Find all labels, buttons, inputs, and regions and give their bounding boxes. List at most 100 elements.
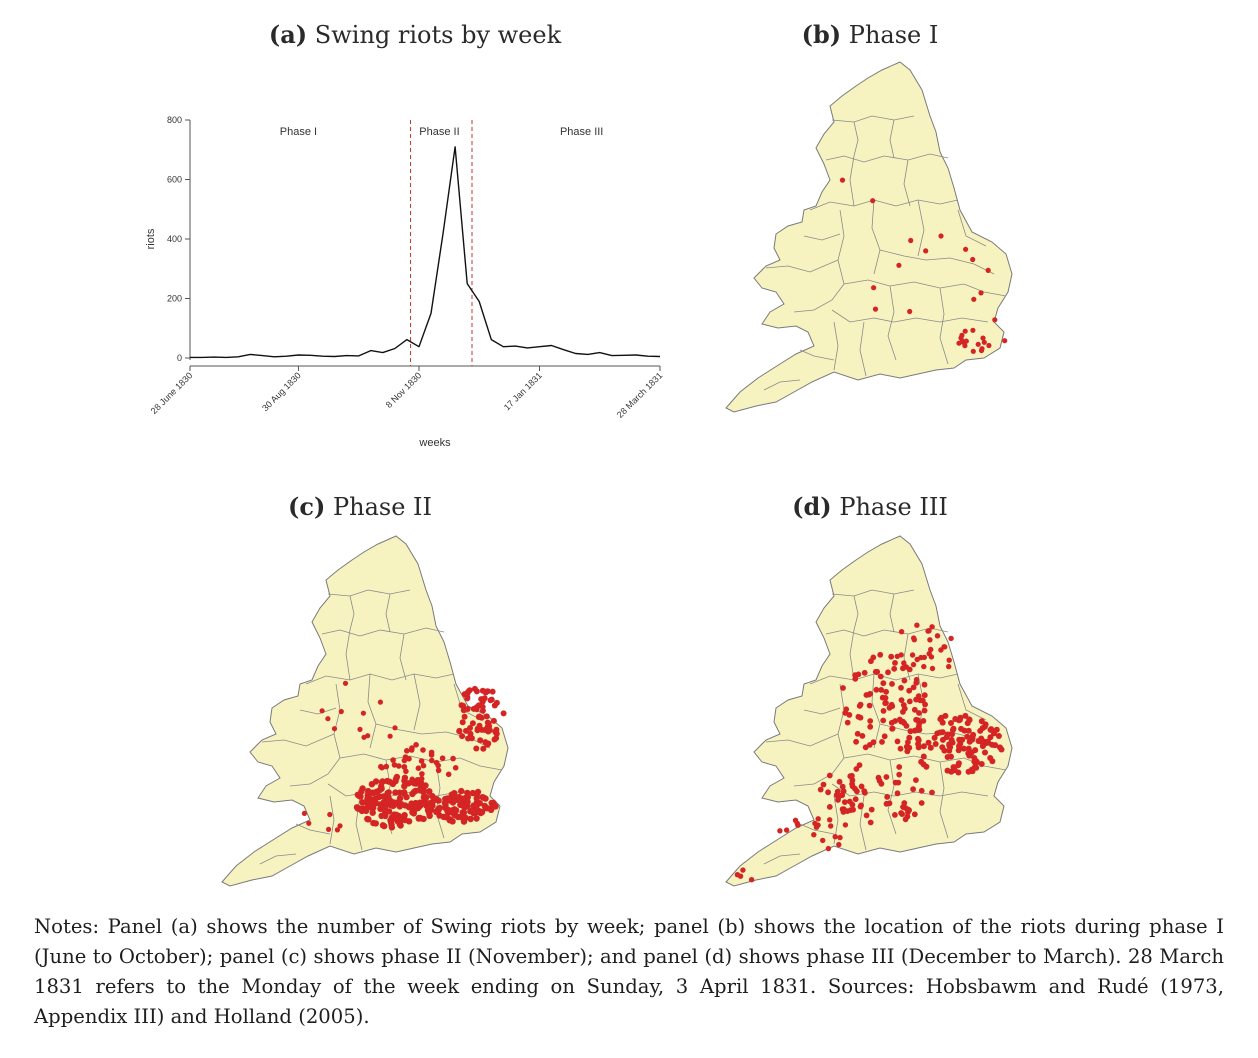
riot-dot <box>452 765 459 771</box>
riot-dot <box>842 822 849 828</box>
riot-dot <box>325 716 331 722</box>
riot-dot <box>378 778 386 786</box>
riot-dot <box>483 713 490 720</box>
riot-dot <box>479 687 486 694</box>
riot-dot <box>846 712 853 718</box>
riot-dot <box>469 720 476 727</box>
riot-dot <box>370 800 378 807</box>
riot-dot <box>970 731 977 738</box>
riot-dot <box>836 778 843 785</box>
riot-dot <box>898 697 905 703</box>
riot-dot <box>966 738 973 745</box>
riot-dot <box>880 680 887 687</box>
riot-dot <box>964 720 971 727</box>
riot-dot <box>908 237 914 244</box>
riot-dot <box>921 707 928 714</box>
riot-dot <box>918 787 925 794</box>
riot-dot <box>477 737 484 744</box>
riot-dot <box>987 755 994 761</box>
riot-dot <box>852 675 859 682</box>
riots-series-line <box>190 146 661 359</box>
riot-dot <box>485 740 492 747</box>
riot-dot <box>978 718 985 725</box>
riot-dot <box>995 733 1002 739</box>
riot-dot <box>948 720 954 726</box>
riot-dot <box>418 775 425 782</box>
riot-dot <box>380 793 387 800</box>
riot-dot <box>956 340 962 346</box>
riot-dot <box>357 806 364 813</box>
riot-dot <box>879 739 885 745</box>
riot-dot <box>487 697 494 704</box>
riot-dot <box>858 783 865 790</box>
riot-dot <box>992 317 998 323</box>
riot-dot <box>834 788 841 795</box>
riot-dot <box>920 718 927 724</box>
riot-dot <box>426 788 433 795</box>
riot-dots-phase-3 <box>734 622 1005 883</box>
riot-dot <box>459 733 466 740</box>
panel-c-title: (c) Phase II <box>200 492 520 521</box>
riot-dot <box>861 669 868 676</box>
riot-dot <box>964 733 971 740</box>
riot-dot <box>439 755 446 761</box>
riot-dot <box>896 262 902 268</box>
riot-dot <box>901 660 907 666</box>
riot-dot <box>970 348 976 354</box>
riot-dot <box>490 799 497 807</box>
riot-dot <box>856 762 863 768</box>
riot-dot <box>777 828 783 834</box>
riot-dot <box>442 813 450 821</box>
riot-dot <box>881 733 888 740</box>
riot-dot <box>410 788 418 796</box>
riot-dot <box>459 795 467 802</box>
riot-dot <box>915 741 922 747</box>
riot-dot <box>884 794 891 800</box>
riot-dot <box>883 700 889 706</box>
riot-dot <box>827 817 833 823</box>
riot-dot <box>334 827 340 833</box>
riot-dot <box>921 654 927 661</box>
riot-dot <box>934 633 941 639</box>
riot-dot <box>946 747 953 754</box>
riot-dot <box>389 780 397 788</box>
riot-dot <box>388 824 396 831</box>
riot-dot <box>889 725 896 732</box>
riot-dot <box>859 733 866 739</box>
panel-d-label: (d) <box>792 492 832 521</box>
riot-dot <box>946 663 952 670</box>
riot-dot <box>795 822 801 828</box>
riot-dot <box>981 339 987 345</box>
riot-dot <box>441 799 449 806</box>
riot-dot <box>963 338 969 344</box>
riot-dot <box>429 802 436 809</box>
riot-dot <box>903 664 909 670</box>
riot-dot <box>965 768 972 775</box>
riot-dot <box>478 809 486 816</box>
riot-dot <box>391 762 398 768</box>
riot-dot <box>877 651 884 658</box>
riot-dot <box>826 772 833 779</box>
riot-dot <box>922 701 928 708</box>
riot-dot <box>878 687 885 693</box>
riot-dot <box>820 781 827 788</box>
riot-dot <box>466 687 473 694</box>
riot-dot <box>839 783 846 790</box>
riot-dot <box>459 719 466 726</box>
riot-dot <box>387 733 393 739</box>
riot-dot <box>980 335 986 341</box>
riot-dot <box>979 346 985 352</box>
riot-dot <box>946 657 952 663</box>
riot-dot <box>852 796 859 803</box>
riot-dot <box>910 684 917 691</box>
riot-dot <box>403 768 409 775</box>
riot-dot <box>906 687 913 694</box>
riot-dot <box>338 708 344 715</box>
riot-dot <box>470 802 477 809</box>
riot-dot <box>913 777 919 783</box>
riot-dot <box>903 743 910 750</box>
riot-dot <box>467 725 473 731</box>
riot-dot <box>381 811 388 819</box>
riot-dot <box>737 873 744 879</box>
riot-dot <box>923 248 929 254</box>
